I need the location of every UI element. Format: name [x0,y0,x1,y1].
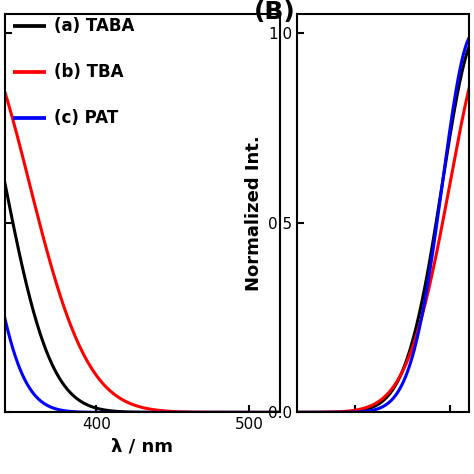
Text: (a) TABA: (a) TABA [54,17,135,35]
X-axis label: λ / nm: λ / nm [111,438,173,456]
Text: (c) PAT: (c) PAT [54,109,118,127]
Text: (b) TBA: (b) TBA [54,63,124,81]
Text: (B): (B) [254,0,295,24]
Y-axis label: Normalized Int.: Normalized Int. [245,136,263,291]
